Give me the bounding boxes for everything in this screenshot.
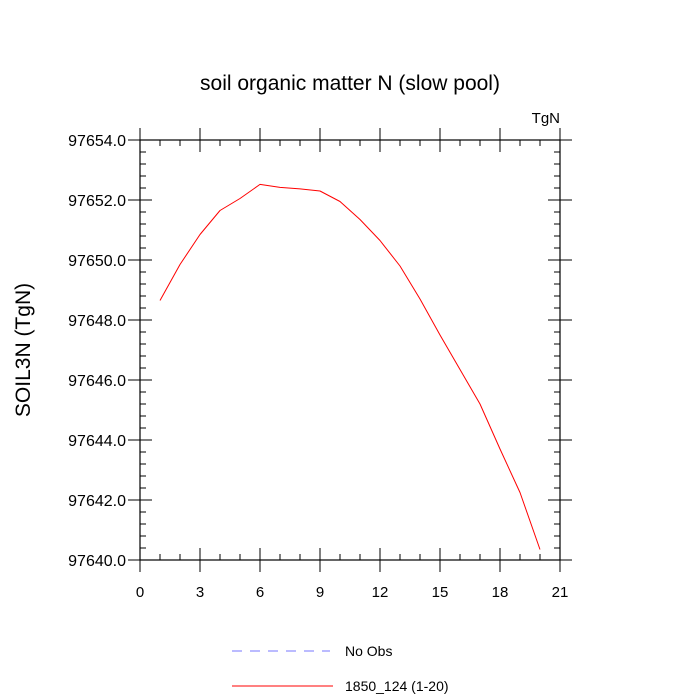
- x-tick-label: 15: [432, 584, 449, 601]
- plot-frame: [139, 139, 561, 561]
- series-line-1850-124: [159, 183, 541, 550]
- legend-label-no-obs: No Obs: [345, 643, 392, 659]
- x-tick-label: 6: [256, 584, 264, 601]
- axis-tick-labels: 0 3 6 9 12 15 18 21 97640.0 97642.0 97644.0 97646.0…: [68, 133, 568, 601]
- y-tick-label: 97640.0: [68, 553, 126, 570]
- y-tick-label: 97646.0: [68, 373, 126, 390]
- y-axis-label: SOIL3N (TgN): [12, 283, 35, 417]
- y-tick-label: 97652.0: [68, 193, 126, 210]
- units-label: TgN: [532, 110, 560, 127]
- y-tick-label: 97650.0: [68, 253, 126, 270]
- x-tick-label: 12: [372, 584, 389, 601]
- y-tick-label: 97642.0: [68, 493, 126, 510]
- x-tick-label: 18: [492, 584, 509, 601]
- axis-ticks: [128, 128, 572, 572]
- chart-title: soil organic matter N (slow pool): [200, 72, 500, 95]
- y-tick-label: 97648.0: [68, 313, 126, 330]
- legend-label-1850-124: 1850_124 (1-20): [345, 678, 449, 694]
- legend: No Obs 1850_124 (1-20): [232, 643, 449, 694]
- x-tick-label: 21: [552, 584, 569, 601]
- y-tick-label: 97644.0: [68, 433, 126, 450]
- y-tick-label: 97654.0: [68, 133, 126, 150]
- series-layer: [159, 183, 541, 550]
- x-tick-label: 3: [196, 584, 204, 601]
- x-tick-label: 0: [136, 584, 144, 601]
- x-tick-label: 9: [316, 584, 324, 601]
